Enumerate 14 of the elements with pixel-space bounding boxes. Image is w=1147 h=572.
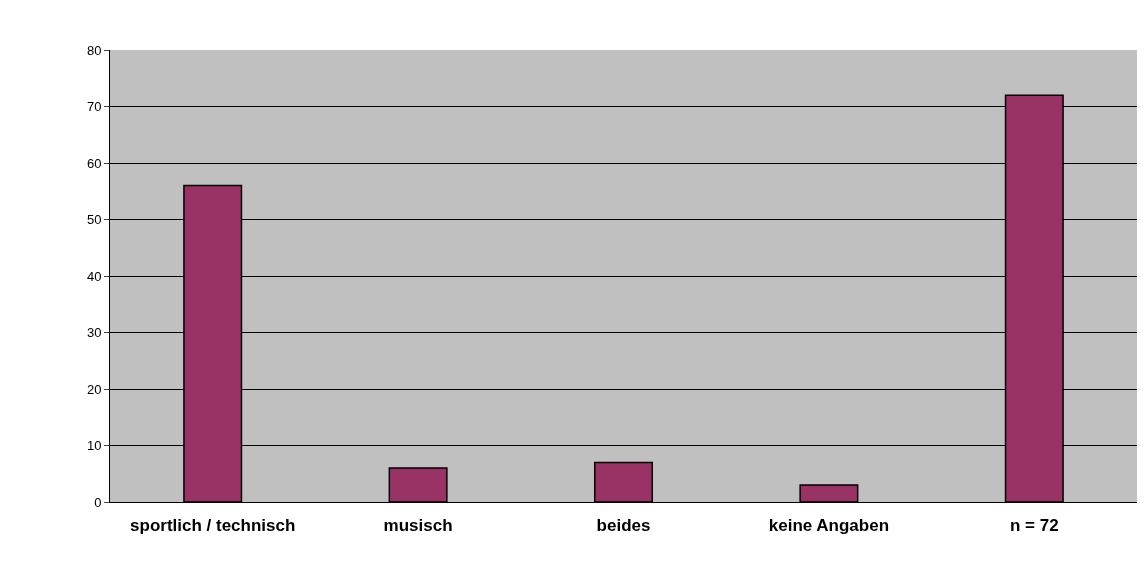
- x-tick-label: musisch: [383, 516, 453, 536]
- x-tick-label: beides: [596, 516, 651, 536]
- y-tick-label: 20: [86, 381, 102, 397]
- y-tick-label: 80: [86, 42, 102, 58]
- y-tick-label: 0: [94, 494, 102, 510]
- y-tick-label: 10: [86, 438, 102, 454]
- y-tick-label: 70: [86, 99, 102, 115]
- y-tick-label: 30: [86, 325, 102, 341]
- x-tick-label: sportlich / technisch: [130, 516, 296, 536]
- x-tick-label: n = 72: [1009, 516, 1059, 536]
- y-tick-label: 60: [86, 155, 102, 171]
- y-tick-label: 50: [86, 212, 102, 228]
- x-tick-label: keine Angaben: [768, 516, 890, 536]
- y-tick-label: 40: [86, 268, 102, 284]
